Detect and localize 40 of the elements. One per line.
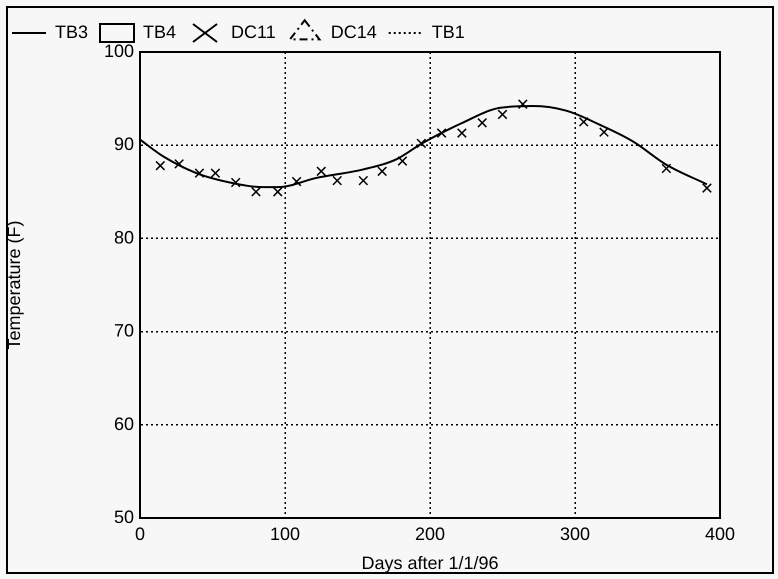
point bbox=[174, 158, 184, 169]
x-axis-title: Days after 1/1/96 bbox=[361, 553, 499, 574]
x-tick-label: 300 bbox=[560, 524, 590, 544]
point bbox=[332, 176, 342, 186]
legend-label: TB4 bbox=[143, 22, 176, 42]
y-tick-label: 100 bbox=[104, 40, 134, 61]
point bbox=[194, 168, 204, 178]
point bbox=[477, 118, 488, 128]
y-tick-label: 80 bbox=[114, 227, 134, 248]
point bbox=[272, 186, 283, 197]
point bbox=[377, 166, 388, 176]
point bbox=[397, 156, 408, 166]
point bbox=[498, 109, 508, 120]
point bbox=[230, 177, 241, 188]
point bbox=[155, 160, 166, 171]
y-tick-label: 70 bbox=[114, 320, 134, 341]
x-tick-label: 200 bbox=[414, 524, 446, 544]
y-tick-label: 50 bbox=[114, 506, 134, 527]
point bbox=[518, 99, 528, 110]
point bbox=[358, 176, 368, 186]
point bbox=[661, 164, 672, 174]
x-tick-label: 0 bbox=[134, 524, 146, 544]
point bbox=[210, 168, 220, 178]
point bbox=[702, 183, 712, 194]
point bbox=[578, 116, 589, 127]
y-tick-label: 60 bbox=[114, 414, 134, 434]
y-tick-label: 90 bbox=[114, 134, 134, 154]
x-tick-label: 100 bbox=[270, 524, 300, 544]
legend-label: DC11 bbox=[231, 22, 276, 42]
point bbox=[416, 138, 426, 148]
legend-label: TB3 bbox=[55, 22, 88, 42]
point bbox=[456, 128, 467, 138]
point bbox=[316, 166, 326, 176]
legend-label: DC14 bbox=[330, 22, 377, 42]
point bbox=[251, 186, 261, 197]
legend-label: TB1 bbox=[432, 22, 465, 42]
x-tick-label: 400 bbox=[704, 524, 736, 544]
point bbox=[436, 128, 447, 138]
point bbox=[292, 176, 302, 187]
point bbox=[599, 127, 609, 138]
